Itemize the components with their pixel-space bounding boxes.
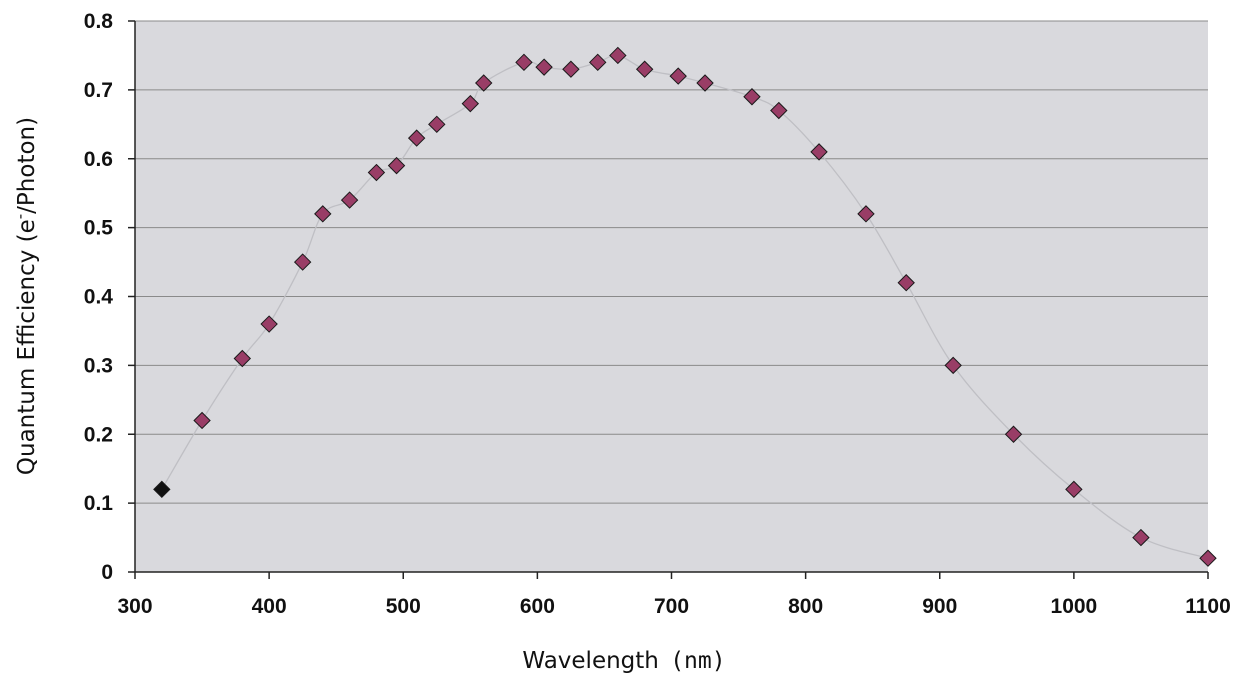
data-point [387,156,406,175]
data-point [475,74,493,92]
x-tick-label: 500 [386,595,421,618]
y-tick-label: 0.8 [84,10,114,33]
data-point [1065,480,1083,499]
x-tick-label: 300 [117,595,152,618]
data-point [193,411,211,430]
data-point [407,129,426,147]
data-point [857,205,875,223]
data-point [153,480,171,499]
y-tick-label: 0.6 [84,148,113,171]
data-point [696,74,714,92]
data-point [897,274,915,292]
data-points [153,46,1217,567]
data-point [233,349,252,368]
data-point [743,88,761,106]
data-point [609,46,627,65]
gridlines [128,20,1209,579]
x-tick-label: 700 [654,595,689,618]
y-tick-label: 0.4 [84,286,114,309]
x-tick-label: 1100 [1185,595,1231,618]
data-point [944,356,962,375]
y-tick-label: 0.3 [84,354,113,377]
data-point [669,67,687,85]
y-axis-superscript: - [11,214,29,219]
data-point [810,143,828,161]
x-tick-label: 800 [788,595,823,618]
data-point [589,53,607,72]
x-tick-label: 400 [252,595,287,618]
data-point [1004,425,1023,443]
x-tick-label: 900 [922,595,957,618]
y-axis-suffix: /Photon) [14,117,40,214]
y-tick-label: 0.1 [84,492,114,515]
axes [134,21,1208,573]
x-tick-label: 1000 [1051,595,1098,618]
data-point [367,163,386,182]
x-axis-unit: (nm) [670,648,725,674]
data-point [1132,528,1150,547]
data-point [1199,549,1217,567]
data-point [428,115,446,134]
y-tick-label: 0.2 [84,423,113,446]
y-tick-label: 0.7 [84,79,113,102]
data-point [515,53,533,72]
y-tick-label: 0 [101,561,113,584]
y-tick-labels: 0 0.1 0.2 0.3 0.4 0.5 0.6 0.7 0.8 [84,10,114,584]
data-point [260,315,278,333]
data-point [770,101,788,120]
data-point [535,58,553,76]
data-point [340,191,359,209]
y-axis-title: Quantum Efficiency (e-/Photon) [11,117,40,475]
data-point [293,253,312,271]
data-point [314,205,332,223]
x-tick-labels: 300 400 500 600 700 800 900 1000 1100 [117,595,1230,618]
y-tick-label: 0.5 [84,217,114,240]
x-axis-label: Wavelength [522,648,658,674]
data-point [562,60,580,78]
x-tick-label: 600 [520,595,555,618]
data-point [461,94,480,113]
x-axis-title: Wavelength (nm) [522,648,725,674]
data-point [635,60,654,78]
y-axis-label: Quantum Efficiency (e [14,219,40,475]
